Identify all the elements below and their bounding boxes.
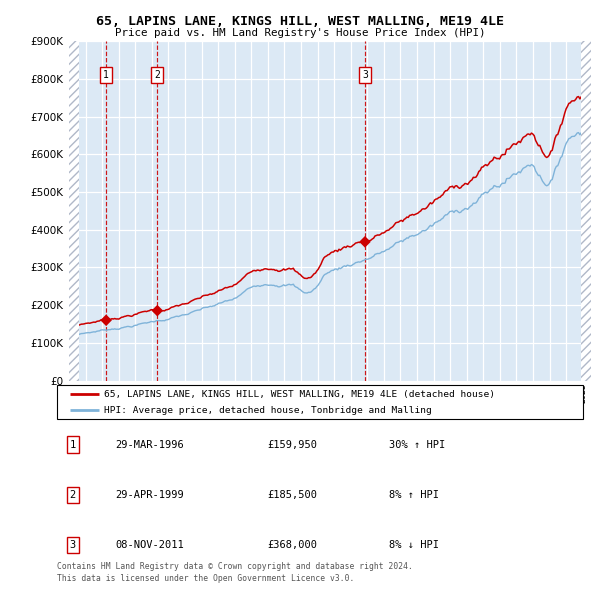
Text: 8% ↓ HPI: 8% ↓ HPI [389,540,439,550]
Text: 2: 2 [154,70,160,80]
Point [152,306,162,315]
Point [101,316,111,325]
Text: 3: 3 [70,540,76,550]
Text: 29-APR-1999: 29-APR-1999 [115,490,184,500]
Text: Price paid vs. HM Land Registry's House Price Index (HPI): Price paid vs. HM Land Registry's House … [115,28,485,38]
Text: 65, LAPINS LANE, KINGS HILL, WEST MALLING, ME19 4LE: 65, LAPINS LANE, KINGS HILL, WEST MALLIN… [96,15,504,28]
Text: This data is licensed under the Open Government Licence v3.0.: This data is licensed under the Open Gov… [57,574,355,583]
Text: HPI: Average price, detached house, Tonbridge and Malling: HPI: Average price, detached house, Tonb… [104,406,432,415]
Text: 08-NOV-2011: 08-NOV-2011 [115,540,184,550]
Text: £185,500: £185,500 [268,490,317,500]
Bar [69,41,79,381]
Text: £368,000: £368,000 [268,540,317,550]
Text: 30% ↑ HPI: 30% ↑ HPI [389,440,445,450]
Text: 1: 1 [103,70,109,80]
Text: 65, LAPINS LANE, KINGS HILL, WEST MALLING, ME19 4LE (detached house): 65, LAPINS LANE, KINGS HILL, WEST MALLIN… [104,390,496,399]
Text: 8% ↑ HPI: 8% ↑ HPI [389,490,439,500]
Bar [581,41,591,381]
Text: £159,950: £159,950 [268,440,317,450]
Text: 1: 1 [70,440,76,450]
Text: 2: 2 [70,490,76,500]
Text: Contains HM Land Registry data © Crown copyright and database right 2024.: Contains HM Land Registry data © Crown c… [57,562,413,571]
Text: 3: 3 [362,70,368,80]
Point [360,237,370,247]
Text: 29-MAR-1996: 29-MAR-1996 [115,440,184,450]
